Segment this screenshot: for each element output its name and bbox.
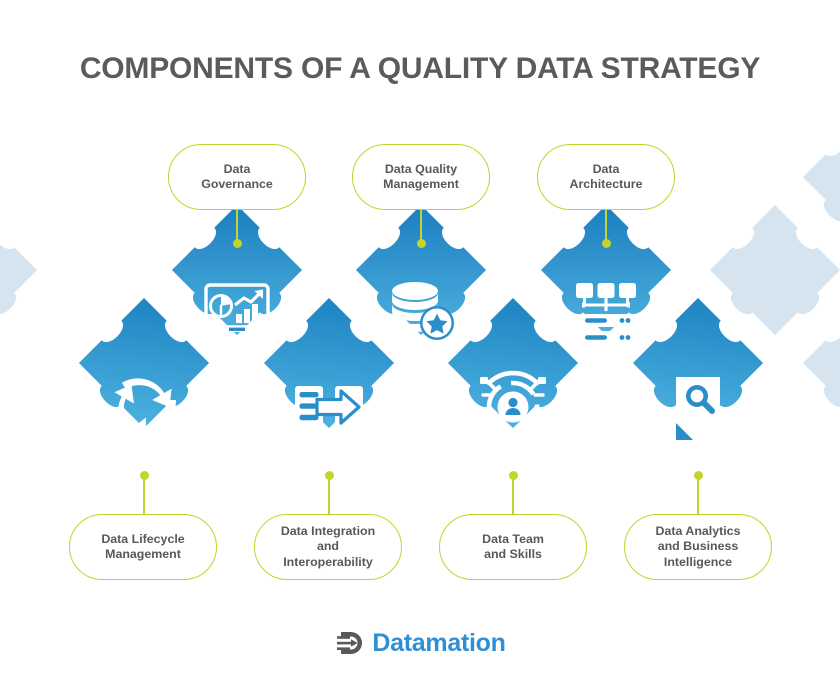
label-line-2: and Business [657, 539, 739, 554]
connector-dot-data-quality-management [416, 239, 426, 248]
footer-logo[interactable]: Datamation [0, 628, 840, 658]
connector-stem-data-quality-management [420, 210, 422, 244]
page-title: COMPONENTS OF A QUALITY DATA STRATEGY [79, 52, 761, 85]
label-line-2: Governance [201, 177, 273, 191]
label-line-3: Interoperability [283, 554, 373, 569]
connector-stem-data-governance [236, 210, 238, 244]
label-data-integration-interoperability[interactable]: Data Integration and Interoperability [254, 514, 402, 580]
logo-text: Datamation [372, 628, 506, 657]
label-data-governance[interactable]: Data Governance [168, 144, 306, 210]
connector-dot-data-analytics-business-intelligence [693, 471, 703, 480]
label-data-team-and-skills[interactable]: Data Team and Skills [439, 514, 587, 580]
label-line-2: and Skills [484, 547, 542, 561]
connector-stem-data-team-and-skills [512, 478, 514, 515]
connector-stem-data-analytics-business-intelligence [697, 478, 699, 515]
label-line-1: Data Integration [280, 523, 376, 538]
connector-dot-data-architecture [601, 239, 611, 248]
puzzle-piece-data-lifecycle-management[interactable] [73, 298, 215, 440]
label-line-3: Intelligence [663, 554, 733, 569]
connector-stem-data-integration-interoperability [328, 478, 330, 515]
label-line-1: Data Quality [384, 161, 458, 176]
connector-dot-data-governance [232, 239, 242, 248]
connector-dot-data-lifecycle-management [139, 471, 149, 480]
data-transfer-icon [295, 386, 363, 428]
label-line-2: Management [105, 547, 181, 561]
label-line-1: Data Lifecycle [101, 531, 185, 546]
datamation-d-arrow-logo-icon [337, 632, 363, 654]
label-data-quality-management[interactable]: Data Quality Management [352, 144, 490, 210]
label-line-2: and [316, 539, 339, 554]
document-search-icon [676, 377, 720, 440]
server-network-icon [576, 283, 636, 344]
database-star-icon [392, 282, 454, 340]
laptop-analytics-icon [197, 283, 277, 332]
label-line-1: Data Team [482, 531, 544, 546]
label-line-1: Data [592, 161, 620, 176]
label-line-1: Data Analytics [655, 523, 741, 538]
label-data-architecture[interactable]: Data Architecture [537, 144, 675, 210]
connector-stem-data-architecture [605, 210, 607, 244]
connector-dot-data-team-and-skills [508, 471, 518, 480]
label-line-1: Data [223, 161, 251, 176]
recycle-arrows-icon [114, 378, 177, 440]
user-network-icon [480, 370, 546, 437]
connector-stem-data-lifecycle-management [143, 478, 145, 515]
label-line-2: Management [383, 177, 459, 191]
label-data-analytics-business-intelligence[interactable]: Data Analytics and Business Intelligence [624, 514, 772, 580]
puzzle-piece-data-integration-interoperability[interactable] [258, 298, 400, 440]
label-data-lifecycle-management[interactable]: Data Lifecycle Management [69, 514, 217, 580]
connector-dot-data-integration-interoperability [324, 471, 334, 480]
label-line-2: Architecture [569, 177, 643, 191]
